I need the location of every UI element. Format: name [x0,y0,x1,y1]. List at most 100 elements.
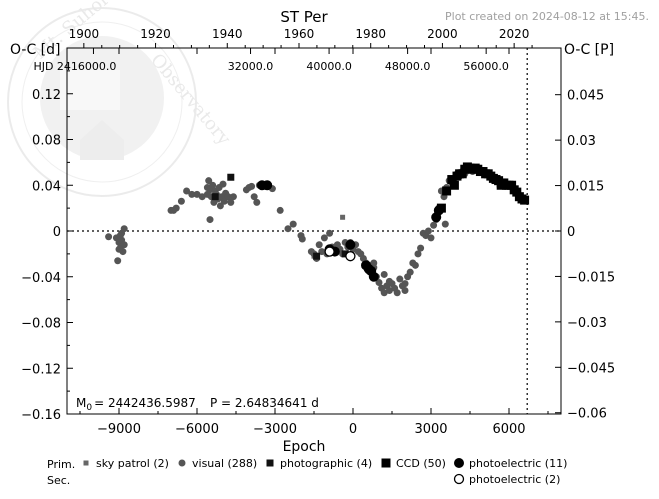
data-point [320,234,328,242]
hjd-tick-label: 48000.0 [385,60,431,73]
series-square [211,173,349,260]
legend-marker [178,459,186,467]
data-point [507,180,517,190]
top-year-axis: 1900 1920 1940 1960 1980 2000 2020 [69,27,533,48]
y-tick-label: −0.16 [21,408,61,423]
data-point [424,227,432,235]
y-tick-label: −0.12 [21,362,61,377]
data-point [411,261,419,269]
data-point [177,197,185,205]
m0-value: = 2442436.5987 [94,396,196,410]
legend-marker [453,473,465,485]
data-point [219,180,227,188]
legend-entry-label: CCD (50) [396,457,446,470]
data-point [341,250,349,258]
data-point [442,186,452,196]
data-point [211,193,219,201]
legend-marker [266,459,274,467]
data-point [206,216,214,224]
x-tick-label: 6000 [492,422,525,437]
right-tick-label: −0.06 [567,407,607,422]
year-tick-label: 1940 [212,27,243,41]
right-tick-label: 0.03 [567,134,596,149]
hjd-tick-label: 56000.0 [463,60,509,73]
y-tick-label: −0.08 [21,317,61,332]
data-point [248,182,256,190]
series-big-square [436,162,530,213]
y-tick-label: 0 [53,225,61,240]
y-tick-label: 0.08 [32,134,61,149]
data-point [496,180,506,190]
right-tick-label: 0 [567,225,575,240]
chart-title: ST Per [280,8,328,26]
legend-entry-label: photoelectric (2) [469,473,560,486]
x-axis-ticks: −9000 −6000 −3000 0 3000 6000 [79,48,549,437]
data-series [105,162,530,297]
data-point [315,241,323,249]
legend-prim-label: Prim. [47,458,75,471]
data-point [324,246,335,257]
legend-entry-label: photographic (4) [280,457,372,470]
data-point [370,259,378,267]
hjd-tick-label: HJD 2416000.0 [33,60,116,73]
data-point [216,202,224,210]
legend-sec-label: Sec. [47,474,70,487]
data-point [188,190,196,198]
legend-entry-label: visual (288) [192,457,257,470]
data-point [345,251,356,262]
legend-marker [83,460,89,466]
hjd-tick-label: 32000.0 [228,60,274,73]
y-tick-label: 0.12 [32,88,61,103]
data-point [375,278,383,286]
year-tick-label: 1980 [355,27,386,41]
hjd-axis: HJD 2416000.0 32000.0 40000.0 48000.0 56000.… [33,48,509,73]
data-point [401,286,409,294]
data-point [380,270,388,278]
hjd-tick-label: 40000.0 [306,60,352,73]
data-point [449,180,459,190]
right-tick-label: −0.03 [567,316,607,331]
data-point [120,225,128,233]
legend-marker [381,458,391,468]
x-tick-label: −6000 [175,422,219,437]
series-circle [105,165,477,297]
legend-marker [454,458,464,468]
right-tick-label: 0.045 [567,89,604,104]
m0-symbol: M [76,396,86,410]
data-point [105,233,113,241]
data-point [114,257,122,265]
data-point [427,234,435,242]
y-axis-label-right: O-C [P] [564,42,614,58]
legend-entry-label: photoelectric (11) [469,457,567,470]
data-point [313,252,321,260]
y-tick-label: 0.04 [32,179,61,194]
year-tick-label: 1900 [69,27,100,41]
x-tick-label: −3000 [253,422,297,437]
right-tick-label: 0.015 [567,180,604,195]
data-point [227,173,235,181]
year-tick-label: 2020 [499,27,530,41]
y-tick-label: −0.04 [21,271,61,286]
data-point [401,280,409,288]
y-axis-ticks-left: 0.12 0.08 0.04 0 −0.04 −0.08 −0.12 −0.16 [21,70,73,423]
data-point [368,271,379,282]
data-point [115,245,123,253]
x-tick-label: 3000 [414,422,447,437]
year-tick-label: 2000 [427,27,458,41]
data-point [224,193,232,201]
data-point [406,268,414,276]
data-point [220,197,228,205]
data-point [455,169,465,179]
data-point [430,221,438,229]
data-point [205,177,213,185]
m0-subscript: 0 [86,403,92,413]
x-tick-label: 0 [349,422,357,437]
data-point [284,225,292,233]
data-point [512,187,522,197]
period-annotation: P = 2.64834641 d [210,396,319,410]
data-point [253,198,261,206]
data-point [447,175,457,185]
data-point [120,241,128,249]
legend: Prim. Sec. sky patrol (2) visual (288) pho… [47,457,567,487]
x-axis-label: Epoch [283,439,326,455]
